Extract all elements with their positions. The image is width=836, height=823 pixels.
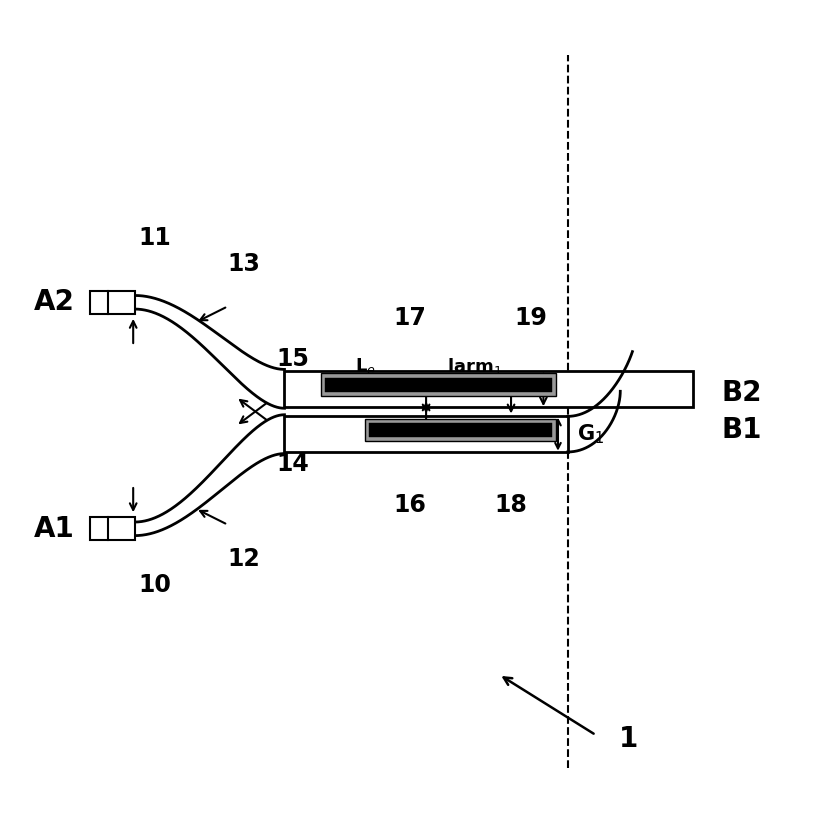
Text: L$_e$: L$_e$ <box>355 356 376 376</box>
Text: 11: 11 <box>139 226 171 249</box>
Bar <box>325 378 552 392</box>
Bar <box>90 518 135 540</box>
Text: 13: 13 <box>227 252 261 277</box>
Text: 17: 17 <box>394 306 426 331</box>
Text: 16: 16 <box>394 492 426 517</box>
Text: A1: A1 <box>33 515 74 543</box>
Text: 14: 14 <box>276 452 309 476</box>
Bar <box>321 374 556 396</box>
Text: 15: 15 <box>276 347 309 371</box>
Text: 19: 19 <box>515 306 548 331</box>
Bar <box>365 419 556 441</box>
Bar <box>284 371 693 407</box>
Text: larm$_1$: larm$_1$ <box>447 356 502 377</box>
Text: 1: 1 <box>619 725 638 753</box>
Text: 18: 18 <box>495 492 528 517</box>
Text: G$_1$: G$_1$ <box>578 422 604 446</box>
Bar <box>90 291 135 314</box>
Text: B1: B1 <box>721 416 762 444</box>
Bar <box>284 416 568 452</box>
Text: A2: A2 <box>33 288 74 316</box>
Text: 12: 12 <box>227 546 261 571</box>
Text: 10: 10 <box>139 574 171 597</box>
Bar <box>370 423 552 437</box>
Text: B2: B2 <box>721 379 762 407</box>
